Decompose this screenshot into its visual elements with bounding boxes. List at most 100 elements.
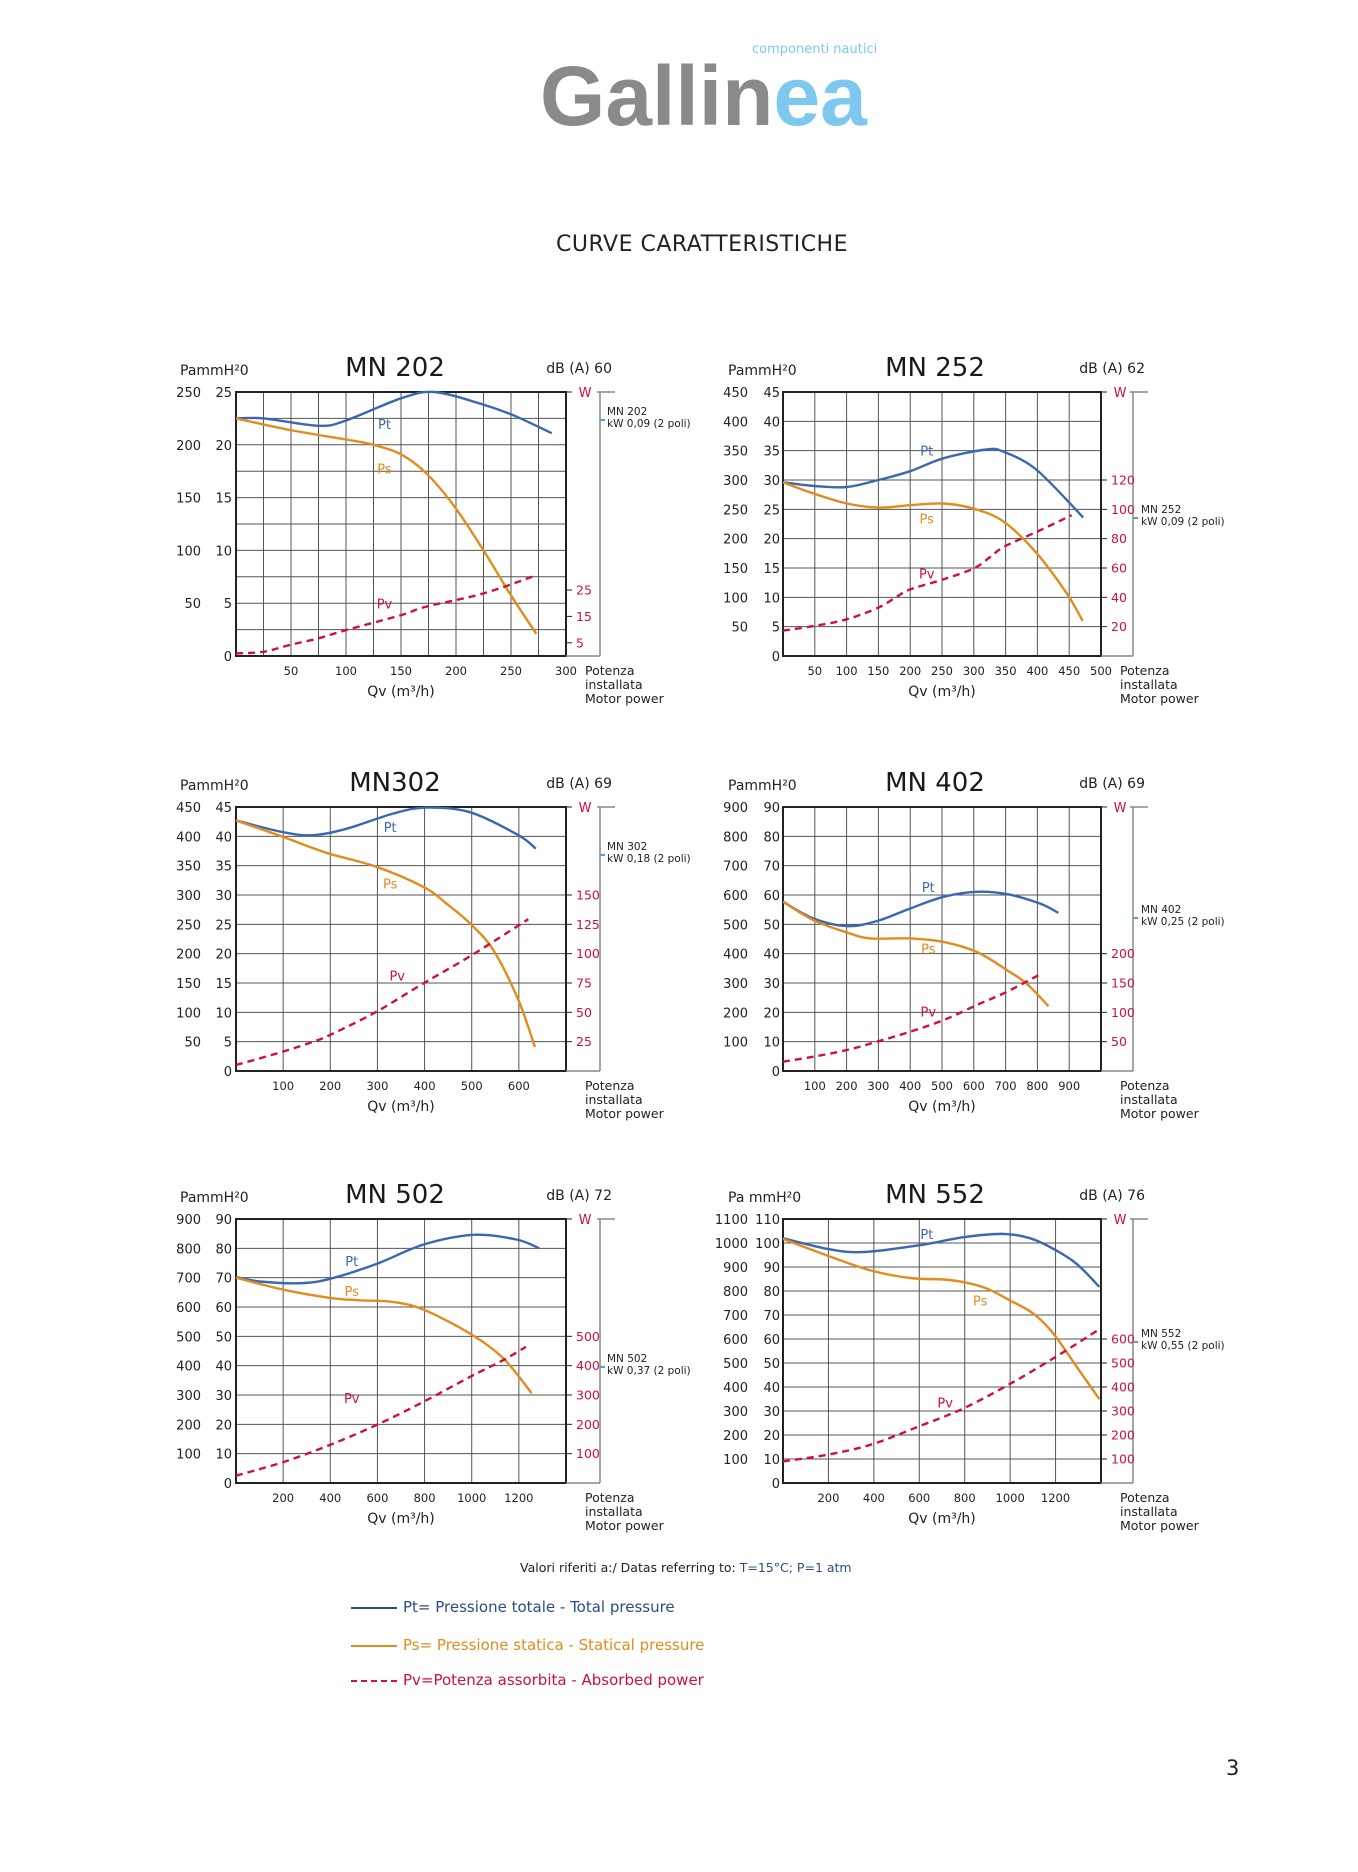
y-tick-label-mmh2o: 20 <box>215 948 232 963</box>
x-tick-label: 300 <box>366 1079 388 1093</box>
power-tick-label: 25 <box>576 583 592 598</box>
series-line-pv <box>782 514 1073 632</box>
motor-power-label: kW 0,09 (2 poli) <box>1141 516 1225 528</box>
chart-mn502: MN 502 dB (A) 72 PammH²0 W 100 200 300 400 500 MN… <box>160 1167 740 1567</box>
x-tick-label: 400 <box>1026 664 1048 678</box>
chart-title: MN 402 <box>885 768 985 798</box>
power-tick-label: 120 <box>1111 473 1135 488</box>
y-tick-label-mmh2o: 20 <box>763 533 780 548</box>
x-tick-label: 600 <box>508 1079 530 1093</box>
power-axis-title: Motor power <box>585 1518 665 1533</box>
power-axis-title: Potenza <box>1120 1490 1169 1505</box>
y-tick-label-mmh2o: 90 <box>763 1261 780 1276</box>
y-tick-label-mmh2o: 50 <box>763 918 780 933</box>
x-tick-label: 100 <box>836 664 858 678</box>
power-axis-title: Potenza <box>1120 663 1169 678</box>
series-label-pt: Pt <box>345 1255 358 1270</box>
power-tick-label: 125 <box>576 917 600 932</box>
power-tick-label: 100 <box>1111 502 1135 517</box>
y-tick-label-mmh2o: 10 <box>763 591 780 606</box>
y-tick-label-pa: 400 <box>176 830 201 845</box>
logo-tagline: componenti nautici <box>752 42 878 57</box>
y-tick-label-mmh2o: 20 <box>763 1006 780 1021</box>
noise-level: dB (A) 69 <box>546 776 612 792</box>
x-axis-label: Qv (m³/h) <box>908 684 976 700</box>
chart-mn252: MN 252 dB (A) 62 PammH²0 W 20 40 60 80 100 120 MN … <box>710 340 1290 740</box>
noise-level: dB (A) 76 <box>1079 1188 1145 1204</box>
y-tick-label-pa: 300 <box>723 474 748 489</box>
y-tick-label-pa: 700 <box>723 860 748 875</box>
power-tick-label: 200 <box>576 1417 600 1432</box>
motor-power-label: kW 0,55 (2 poli) <box>1141 1340 1225 1352</box>
x-tick-label: 400 <box>414 1079 436 1093</box>
noise-level: dB (A) 62 <box>1079 361 1145 377</box>
y-tick-label-pa: 400 <box>176 1360 201 1375</box>
series-label-ps: Ps <box>973 1294 988 1309</box>
y-tick-label-mmh2o: 20 <box>215 1418 232 1433</box>
y-tick-label-mmh2o: 10 <box>215 544 232 559</box>
power-axis-title: Motor power <box>1120 1518 1200 1533</box>
power-tick-label: 300 <box>576 1388 600 1403</box>
plot-frame <box>782 1218 1102 1484</box>
legend-label: Pt= Pressione totale - Total pressure <box>403 1598 675 1616</box>
x-tick-label: 600 <box>908 1491 930 1505</box>
series-label-pt: Pt <box>378 418 391 433</box>
x-tick-label: 200 <box>272 1491 294 1505</box>
x-tick-label: 450 <box>1058 664 1080 678</box>
series-label-ps: Ps <box>377 462 392 477</box>
series-label-pv: Pv <box>344 1392 360 1407</box>
y-tick-label-pa: 600 <box>723 1333 748 1348</box>
motor-power-label: kW 0,25 (2 poli) <box>1141 916 1225 928</box>
motor-model-label: MN 202 <box>607 406 647 418</box>
page-title: CURVE CARATTERISTICHE <box>556 232 848 257</box>
y-tick-label-pa: 500 <box>723 918 748 933</box>
y-tick-label-pa: 900 <box>723 801 748 816</box>
y-tick-label-pa: 350 <box>176 860 201 875</box>
plot-frame <box>782 806 1102 1072</box>
series-line-pt <box>782 1232 1101 1288</box>
series-line-pv <box>235 918 529 1067</box>
conditions-value: T=15°C; P=1 atm <box>739 1560 852 1575</box>
y-tick-label-mmh2o: 40 <box>763 948 780 963</box>
power-axis-title: installata <box>585 1504 643 1519</box>
y-tick-label-pa: 700 <box>176 1272 201 1287</box>
y-tick-label-mmh2o: 70 <box>763 1309 780 1324</box>
y-tick-label-pa: 600 <box>176 1301 201 1316</box>
y-tick-label-pa: 100 <box>723 1036 748 1051</box>
x-tick-label: 250 <box>500 664 522 678</box>
y-tick-label-pa: 400 <box>723 415 748 430</box>
y-tick-label-mmh2o: 25 <box>215 386 232 401</box>
y-tick-label-pa: 300 <box>723 977 748 992</box>
x-tick-label: 600 <box>366 1491 388 1505</box>
power-axis-title: installata <box>1120 677 1178 692</box>
y-tick-label-mmh2o: 45 <box>763 386 780 401</box>
noise-level: dB (A) 60 <box>546 361 612 377</box>
x-tick-label: 50 <box>284 664 299 678</box>
y-tick-label-pa: 250 <box>723 503 748 518</box>
x-tick-label: 700 <box>995 1079 1017 1093</box>
y-tick-label-pa: 200 <box>723 1006 748 1021</box>
power-tick-label: 25 <box>576 1034 592 1049</box>
y-tick-label-pa: 700 <box>723 1309 748 1324</box>
y-tick-label-pa: 50 <box>184 597 201 612</box>
power-axis-title: Motor power <box>1120 1106 1200 1121</box>
y-tick-label-mmh2o: 10 <box>763 1036 780 1051</box>
y-tick-label-pa: 100 <box>723 591 748 606</box>
y-tick-label-mmh2o: 0 <box>224 650 232 665</box>
y-tick-label-mmh2o: 10 <box>215 1448 232 1463</box>
power-tick-label: 150 <box>576 888 600 903</box>
x-tick-label: 1200 <box>1041 1491 1070 1505</box>
series-line-pv <box>782 1329 1099 1463</box>
series-label-pv: Pv <box>919 568 935 583</box>
x-axis-label: Qv (m³/h) <box>367 684 435 700</box>
y-tick-label-pa: 50 <box>184 1036 201 1051</box>
x-tick-label: 200 <box>445 664 467 678</box>
power-tick-label: 100 <box>1111 1452 1135 1467</box>
x-tick-label: 1200 <box>504 1491 533 1505</box>
x-tick-label: 500 <box>931 1079 953 1093</box>
power-axis-title: Motor power <box>1120 691 1200 706</box>
series-label-ps: Ps <box>383 878 398 893</box>
motor-model-label: MN 402 <box>1141 904 1181 916</box>
y-tick-label-mmh2o: 90 <box>763 801 780 816</box>
